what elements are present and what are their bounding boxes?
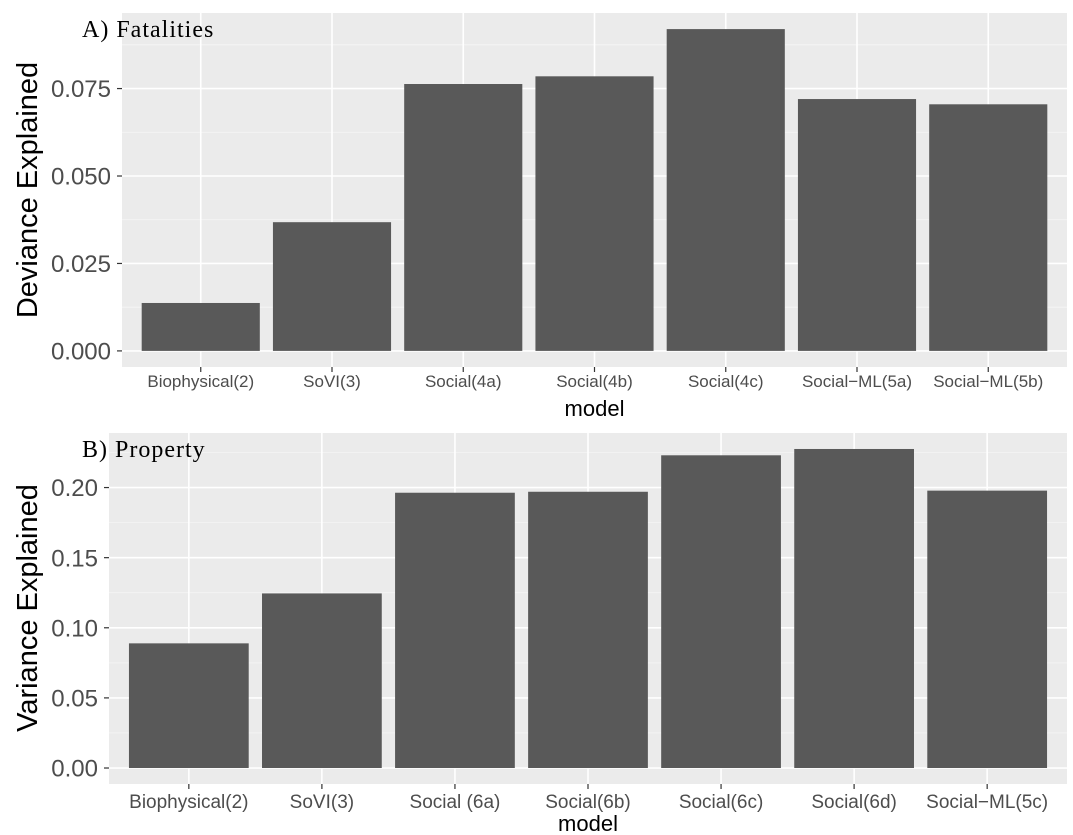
x-category-label: Social−ML(5a) bbox=[802, 372, 912, 391]
bar bbox=[141, 302, 260, 351]
bar bbox=[794, 448, 914, 769]
x-category-label: Social(4c) bbox=[688, 372, 764, 391]
y-tick-label: 0.20 bbox=[51, 475, 98, 502]
x-category-label: Social−ML(5b) bbox=[933, 372, 1043, 391]
bar bbox=[929, 104, 1048, 351]
panel-title: A) Fatalities bbox=[82, 17, 214, 43]
bar bbox=[395, 492, 515, 769]
bar bbox=[272, 222, 392, 351]
bar bbox=[797, 99, 917, 351]
y-axis-title: Variance Explained bbox=[12, 484, 44, 732]
y-tick-label: 0.00 bbox=[51, 756, 98, 783]
bar bbox=[927, 490, 1048, 769]
bar bbox=[128, 643, 249, 769]
bar bbox=[661, 455, 781, 769]
x-category-label: Social (6a) bbox=[410, 792, 501, 813]
x-category-label: Social(6c) bbox=[679, 792, 763, 813]
bar bbox=[666, 29, 785, 351]
bar bbox=[535, 76, 654, 351]
panel-title: B) Property bbox=[82, 437, 206, 463]
x-category-label: SoVI(3) bbox=[303, 372, 361, 391]
x-axis-title: model bbox=[565, 396, 625, 421]
x-axis-title: model bbox=[558, 811, 618, 835]
x-category-label: Biophysical(2) bbox=[129, 792, 248, 813]
y-axis-title: Deviance Explained bbox=[12, 62, 44, 318]
bar bbox=[262, 593, 382, 769]
property-panel: 0.00 0.05 0.10 0.15 0.20 Biophysical(2) SoVI(3… bbox=[12, 433, 1067, 835]
x-category-label: SoVI(3) bbox=[290, 792, 354, 813]
y-tick-label: 0.075 bbox=[51, 76, 111, 103]
bar bbox=[528, 491, 648, 769]
y-tick-label: 0.10 bbox=[51, 615, 98, 642]
x-category-label: Biophysical(2) bbox=[147, 372, 254, 391]
x-category-label: Social(6b) bbox=[545, 792, 631, 813]
y-tick-label: 0.050 bbox=[51, 164, 111, 191]
bar bbox=[404, 84, 523, 351]
fatalities-panel: 0.000 0.025 0.050 0.075 Biophysical(2) SoVI(3… bbox=[12, 13, 1067, 421]
y-tick-label: 0.05 bbox=[51, 686, 98, 713]
x-category-label: Social(4b) bbox=[556, 372, 633, 391]
x-category-label: Social(6d) bbox=[811, 792, 897, 813]
y-tick-label: 0.025 bbox=[51, 251, 111, 278]
y-tick-label: 0.000 bbox=[51, 339, 111, 366]
x-category-label: Social−ML(5c) bbox=[926, 792, 1048, 813]
x-category-label: Social(4a) bbox=[425, 372, 502, 391]
y-tick-label: 0.15 bbox=[51, 545, 98, 572]
